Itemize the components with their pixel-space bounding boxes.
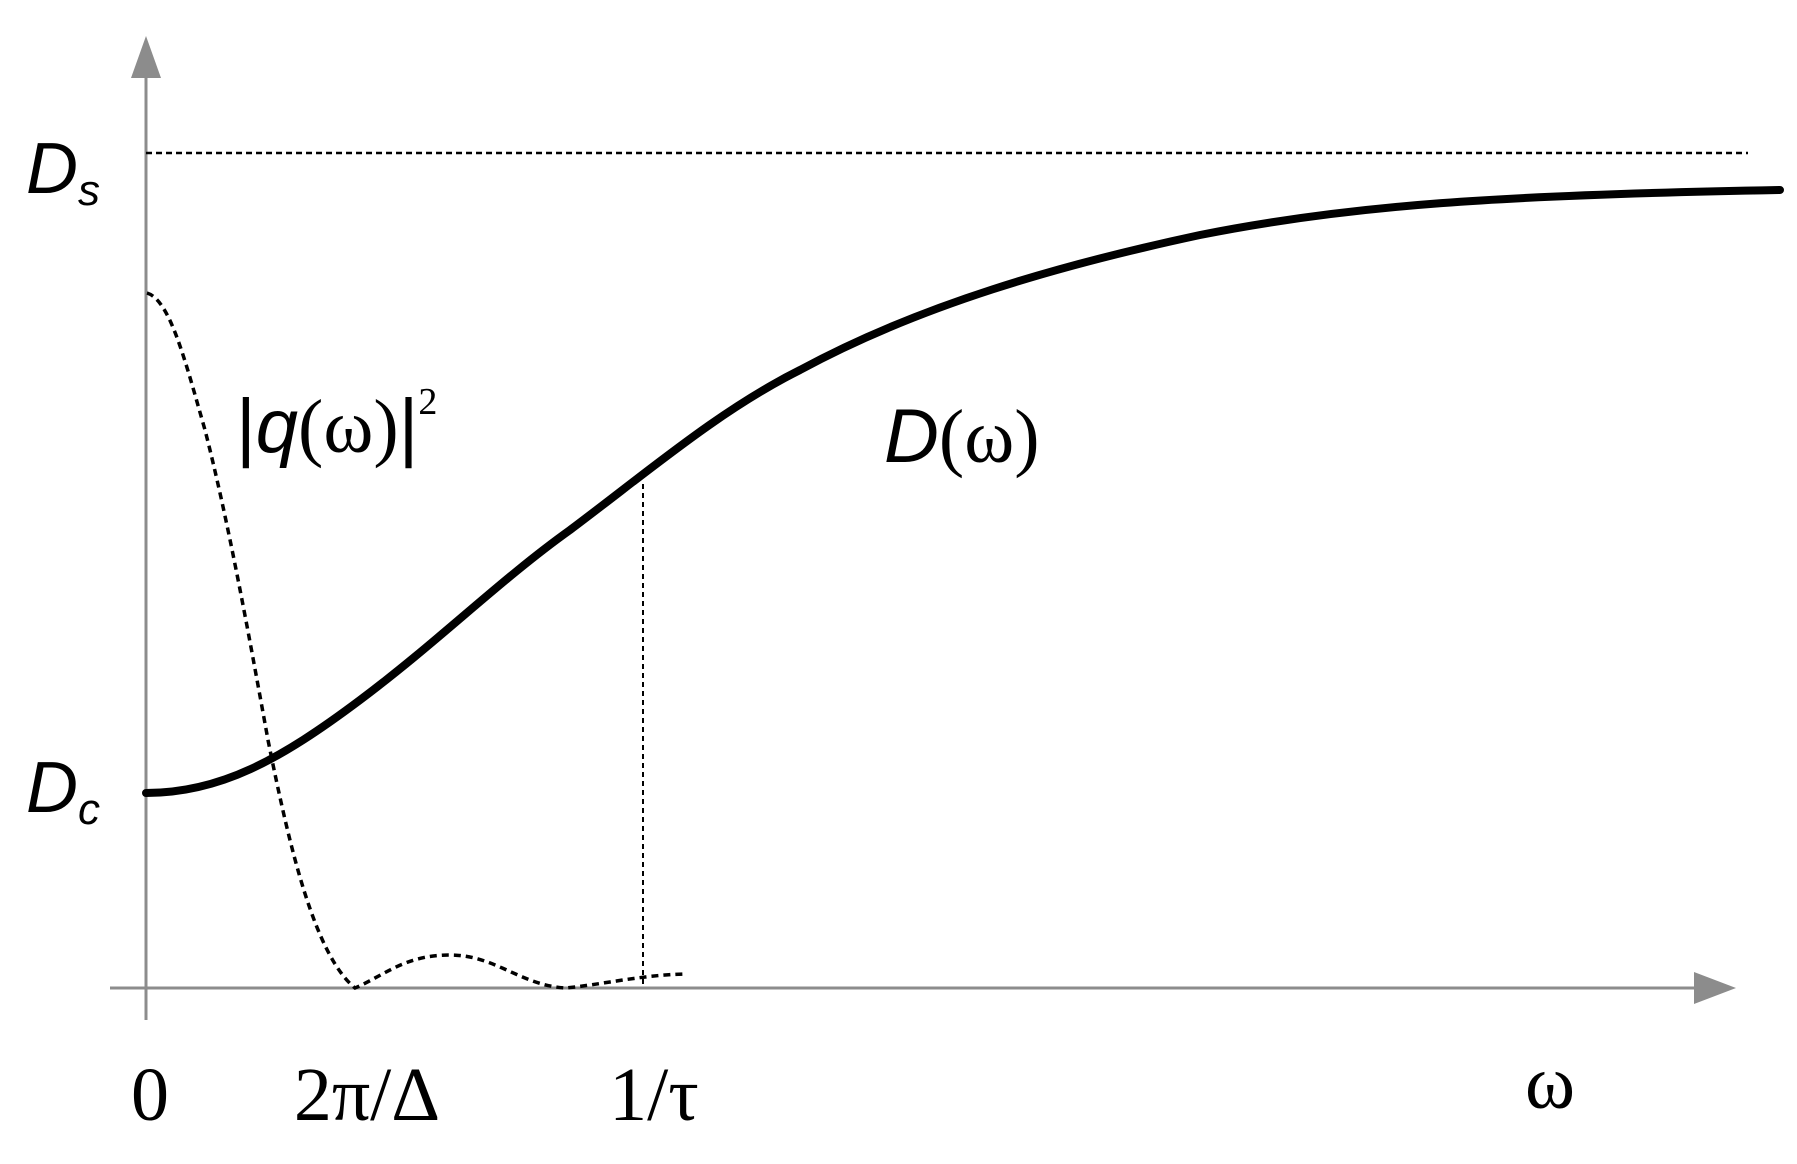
dc-label: Dc — [26, 748, 100, 834]
x-tick-label-one-over-tau: 1/τ — [609, 1053, 699, 1137]
ds-label-subscript: s — [78, 166, 100, 215]
d-omega-curve — [142, 186, 1784, 797]
dc-label-main: D — [26, 748, 78, 828]
q-omega-label-superscript: 2 — [418, 381, 437, 423]
x-tick-label-zero: 0 — [131, 1053, 169, 1137]
dc-label-subscript: c — [78, 785, 100, 834]
q-omega-label-rest: (ω) — [298, 385, 399, 469]
ds-label-main: D — [26, 129, 78, 209]
axes — [110, 75, 1700, 1020]
d-omega-label-rest: (ω) — [939, 395, 1040, 479]
q-omega-label-main: q — [256, 384, 298, 469]
x-axis-label-omega: ω — [1525, 1041, 1575, 1125]
q-omega-label-bar-right: | — [399, 384, 419, 469]
y-axis-arrowhead — [131, 36, 161, 78]
ds-label: Ds — [26, 129, 100, 215]
q-omega-label: |q(ω)|2 — [236, 381, 437, 469]
x-axis-arrowhead — [1694, 972, 1736, 1004]
q-omega-label-bar-left: | — [236, 384, 256, 469]
x-tick-label-two-pi-over-delta: 2π/Δ — [294, 1053, 440, 1137]
d-omega-label: D(ω) — [884, 394, 1040, 479]
d-omega-label-main: D — [884, 394, 939, 479]
